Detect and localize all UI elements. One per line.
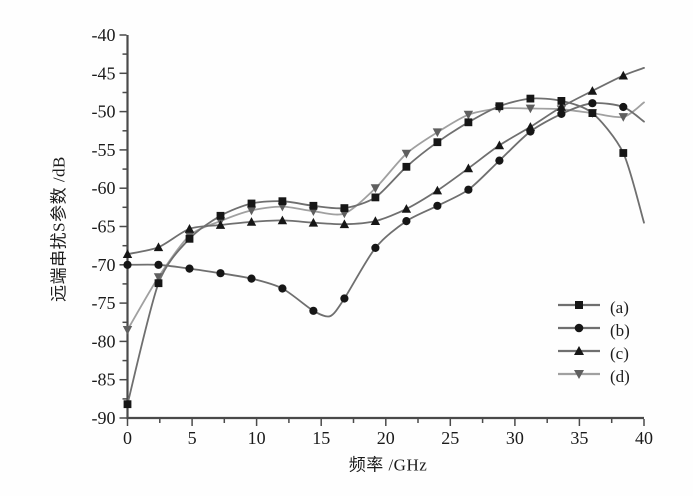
legend-symbol-triangle-down-icon [556,366,602,387]
legend-item-a: (a) [556,299,630,316]
y-tick-label: -70 [92,255,116,275]
legend: (a) (b) (c) (d) [556,299,630,385]
y-tick-label: -50 [92,102,116,122]
x-tick-label: 40 [635,428,653,448]
y-tick-label: -55 [92,140,116,160]
axis-spines [126,35,644,420]
x-axis-title: 频率 /GHz [348,455,428,475]
x-tick-label: 20 [377,428,395,448]
y-axis-ticks: -40 -45 -50 -55 -60 -65 -70 -75 -80 -85 -90 [92,25,127,428]
legend-label-a: (a) [610,298,629,317]
x-tick-label: 5 [188,428,197,448]
x-tick-label: 15 [312,428,330,448]
y-tick-label: -75 [92,293,116,313]
series-b-line [126,102,645,318]
y-tick-label: -45 [92,63,116,83]
x-tick-label: 25 [441,428,459,448]
y-axis-title: 远端串扰S参数 /dB [49,156,69,302]
legend-item-b: (b) [556,322,630,339]
y-tick-label: -90 [92,408,116,428]
y-tick-label: -40 [92,25,116,45]
x-axis-ticks: 0 5 10 15 20 25 30 35 40 [123,419,653,448]
y-tick-label: -80 [92,331,116,351]
x-tick-label: 0 [123,428,132,448]
series-a-markers [123,94,628,409]
legend-label-b: (b) [610,321,630,340]
series-c-markers [122,70,628,258]
legend-label-d: (d) [610,367,630,386]
y-tick-label: -60 [92,178,116,198]
legend-item-d: (d) [556,368,630,385]
series-b-markers [123,99,628,315]
legend-symbol-square-icon [556,297,602,318]
legend-symbol-circle-icon [556,320,602,341]
series-d-line [126,101,645,331]
legend-item-c: (c) [556,345,630,362]
x-tick-label: 10 [248,428,266,448]
x-tick-label: 30 [506,428,524,448]
legend-label-c: (c) [610,344,629,363]
legend-symbol-triangle-up-icon [556,343,602,364]
x-tick-label: 35 [570,428,588,448]
y-tick-label: -65 [92,217,116,237]
y-tick-label: -85 [92,370,116,390]
